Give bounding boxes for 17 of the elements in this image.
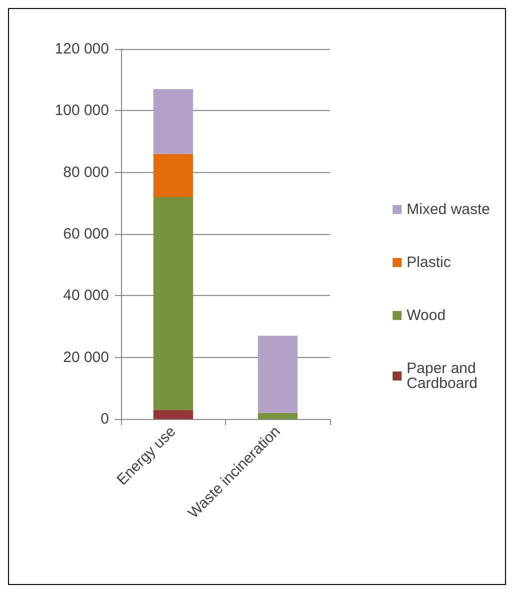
bar [153,89,194,154]
legend-label: Plastic [406,254,452,271]
bar [153,154,194,197]
y-tick-label: 20 000 [63,348,109,366]
y-tick-label: 80 000 [63,164,109,181]
legend-label: Wood [406,307,446,324]
y-tick-label: 100 000 [54,102,109,120]
bar [153,197,194,410]
y-tick-label: 0 [100,410,109,428]
legend-label: Mixed waste [406,201,490,218]
bar [258,412,298,419]
bar [153,410,194,419]
bar [258,336,298,413]
y-tick-label: 40 000 [63,287,109,304]
y-tick-label: 120 000 [54,40,109,58]
legend-label: Paper and Cardboard [406,360,480,392]
y-tick-label: 60 000 [63,226,109,242]
